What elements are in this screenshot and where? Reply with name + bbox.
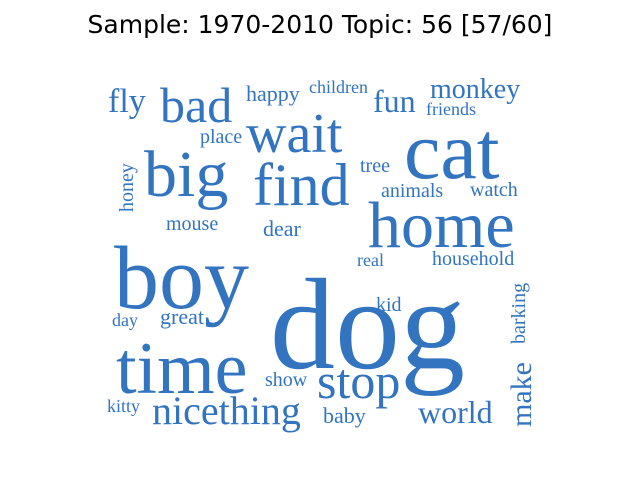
word-tree: tree xyxy=(360,155,390,177)
word-animals: animals xyxy=(381,180,443,202)
chart-title: Sample: 1970-2010 Topic: 56 [57/60] xyxy=(87,10,553,39)
word-mouse: mouse xyxy=(166,213,218,235)
word-watch: watch xyxy=(470,179,518,201)
word-stop: stop xyxy=(317,353,400,409)
word-nicething: nicething xyxy=(152,388,301,433)
word-kid: kid xyxy=(376,294,402,316)
word-household: household xyxy=(432,248,514,270)
word-day: day xyxy=(112,310,138,330)
word-home: home xyxy=(368,189,515,262)
word-find: find xyxy=(253,152,350,218)
word-real: real xyxy=(357,250,384,270)
word-cat: cat xyxy=(404,105,500,196)
word-bad: bad xyxy=(160,77,232,133)
word-monkey: monkey xyxy=(430,74,520,105)
word-barking: barking xyxy=(508,283,530,344)
word-boy: boy xyxy=(114,229,249,328)
word-fun: fun xyxy=(373,83,416,119)
word-make: make xyxy=(505,362,538,427)
word-place: place xyxy=(200,126,242,148)
word-big: big xyxy=(144,138,228,211)
word-happy: happy xyxy=(246,81,300,106)
word-baby: baby xyxy=(323,403,366,428)
word-dog: dog xyxy=(270,253,465,397)
word-great: great xyxy=(160,304,204,329)
word-honey: honey xyxy=(116,163,138,212)
word-time: time xyxy=(116,328,248,410)
word-dear: dear xyxy=(263,216,302,241)
word-world: world xyxy=(418,394,493,430)
word-children: children xyxy=(309,77,368,97)
word-show: show xyxy=(265,369,308,391)
word-kitty: kitty xyxy=(107,396,140,416)
word-wait: wait xyxy=(246,103,343,165)
word-fly: fly xyxy=(108,83,146,120)
word-friends: friends xyxy=(426,99,476,119)
